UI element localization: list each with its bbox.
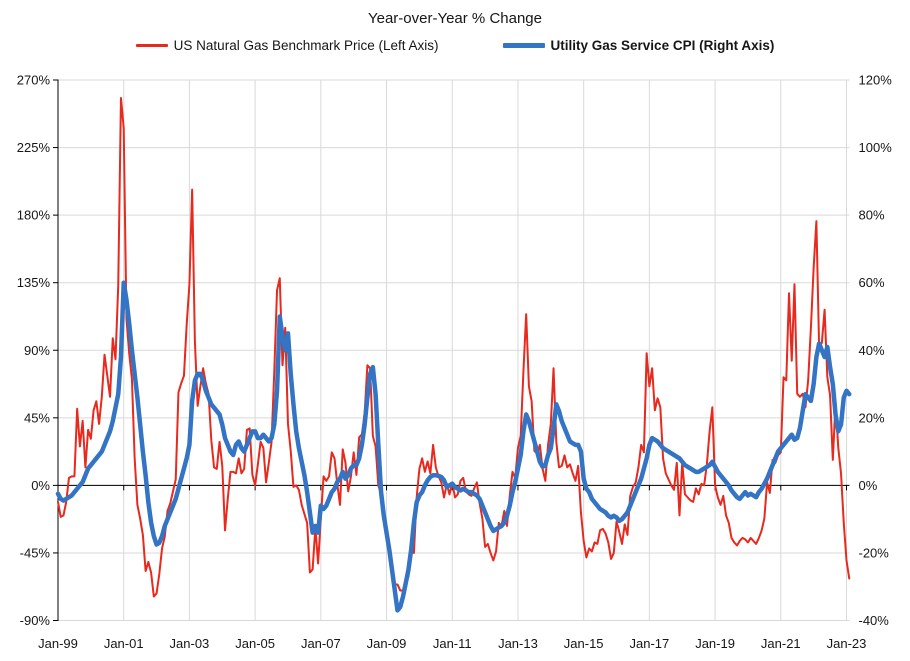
x-axis-tick-label: Jan-11: [433, 636, 472, 651]
chart-title: Year-over-Year % Change: [367, 10, 542, 27]
cpi-line-swatch: [502, 43, 545, 48]
x-axis-tick-label: Jan-15: [564, 636, 604, 651]
x-axis-labels: Jan-99 Jan-01 Jan-03 Jan-05 Jan-07 Jan-09 Jan-…: [38, 636, 866, 651]
left-axis-tick-label: 180%: [17, 208, 51, 223]
legend-item-cpi: Utility Gas Service CPI (Right Axis): [502, 38, 775, 53]
x-axis-tick-label: Jan-23: [827, 636, 867, 651]
left-axis-tick-label: 90%: [24, 343, 50, 358]
right-axis-tick-label: 40%: [859, 343, 885, 358]
legend-label-gas-price: US Natural Gas Benchmark Price (Left Axi…: [173, 38, 439, 53]
series-gas-price-line: [57, 97, 851, 598]
left-axis-tick-label: 225%: [17, 140, 51, 155]
left-axis-tick-label: 45%: [24, 410, 50, 425]
left-axis-tick-label: 270%: [17, 73, 51, 88]
gas-price-line-swatch: [135, 44, 168, 47]
x-axis-tick-label: Jan-09: [367, 636, 407, 651]
gridlines: [57, 79, 850, 621]
left-axis-tick-label: -45%: [20, 545, 51, 560]
x-axis-tick-label: Jan-07: [301, 636, 341, 651]
right-axis-tick-label: 0%: [859, 478, 878, 493]
right-axis-tick-label: 100%: [859, 140, 893, 155]
x-axis-tick-label: Jan-05: [235, 636, 275, 651]
right-axis-labels: 120% 100% 80% 60% 40% 20% 0% -20% -40%: [859, 73, 893, 629]
right-axis-tick-label: -20%: [859, 545, 890, 560]
legend: US Natural Gas Benchmark Price (Left Axi…: [0, 38, 910, 53]
left-axis-tick-label: 135%: [17, 275, 51, 290]
series-cpi-line: [55, 280, 852, 613]
x-axis-tick-label: Jan-21: [761, 636, 801, 651]
x-axis-tick-label: Jan-17: [630, 636, 670, 651]
left-axis-tick-label: 0%: [31, 478, 50, 493]
right-axis-tick-label: 120%: [859, 73, 893, 88]
right-axis-tick-label: 20%: [859, 410, 885, 425]
right-axis-tick-label: 80%: [859, 208, 885, 223]
x-axis-tick-label: Jan-01: [104, 636, 144, 651]
left-axis-tick-label: -90%: [20, 613, 51, 628]
left-axis-labels: 270% 225% 180% 135% 90% 45% 0% -45% -90%: [17, 73, 51, 629]
x-axis-tick-label: Jan-03: [170, 636, 210, 651]
right-axis-tick-label: -40%: [859, 613, 890, 628]
x-axis-tick-label: Jan-19: [695, 636, 735, 651]
legend-label-cpi: Utility Gas Service CPI (Right Axis): [550, 38, 775, 53]
right-axis-tick-label: 60%: [859, 275, 885, 290]
x-axis-tick-label: Jan-13: [498, 636, 538, 651]
legend-item-gas-price: US Natural Gas Benchmark Price (Left Axi…: [135, 38, 439, 53]
x-axis-tick-label: Jan-99: [38, 636, 78, 651]
